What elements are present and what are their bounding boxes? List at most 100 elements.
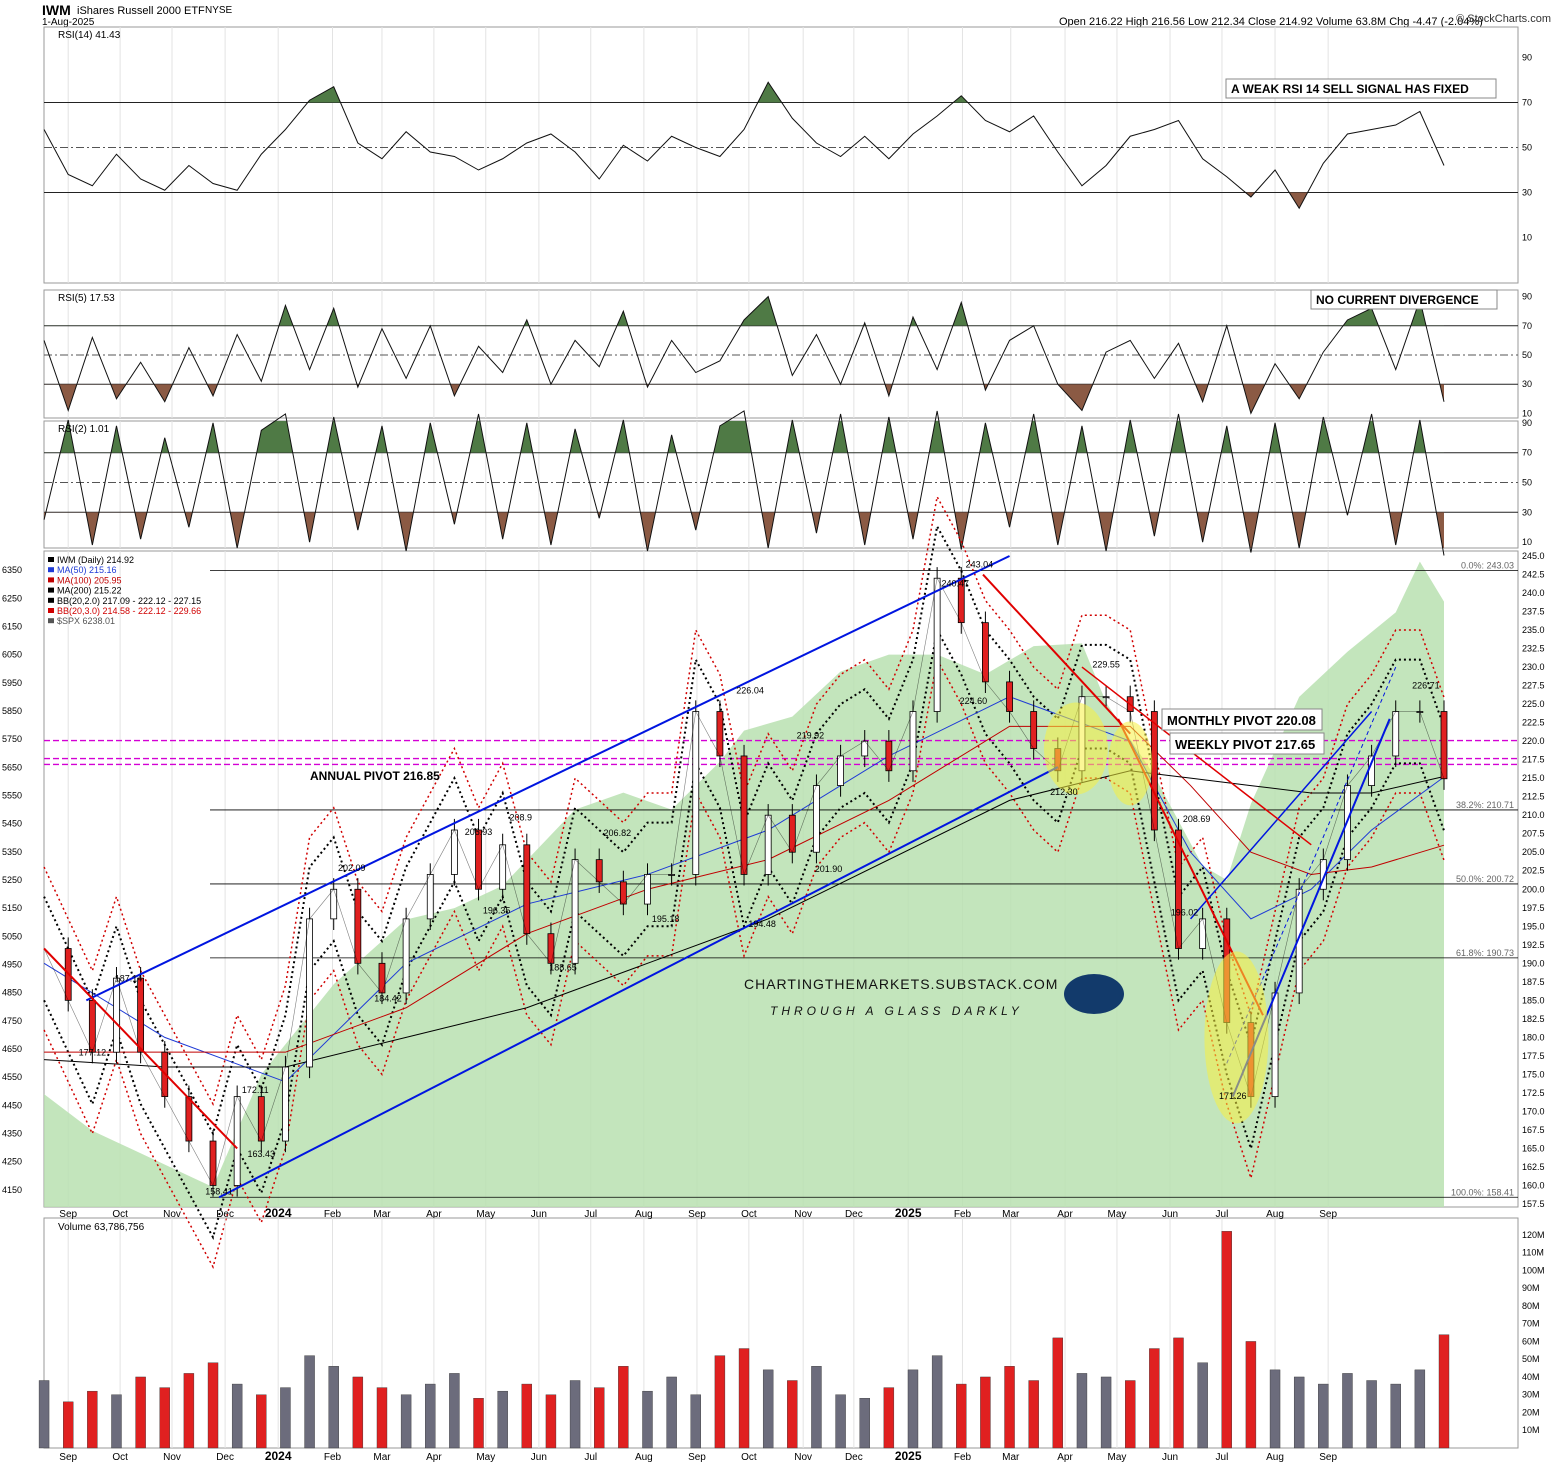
price-label: 243.04: [966, 560, 994, 570]
volume-bar: [1438, 1334, 1450, 1449]
rsi-axis-tick: 50: [1522, 350, 1532, 360]
weekly-pivot-label: WEEKLY PIVOT 217.65: [1175, 737, 1315, 752]
volume-bar: [1197, 1362, 1208, 1449]
highlight-ellipse: [1043, 702, 1108, 795]
legend-swatch: [48, 567, 54, 573]
x-axis-month-label: Apr: [426, 1209, 442, 1220]
spx-axis-tick: 6250: [2, 593, 22, 603]
trendline: [218, 766, 1059, 1199]
x-axis-month-label: Dec: [216, 1452, 234, 1463]
spx-axis-tick: 4750: [2, 1016, 22, 1026]
spx-axis-tick: 4150: [2, 1185, 22, 1195]
rsi-axis-tick: 30: [1522, 188, 1532, 198]
brand-credit: © StockCharts.com: [1456, 13, 1551, 25]
price-axis-tick: 240.0: [1522, 588, 1545, 598]
x-axis-month-label: 2024: [265, 1206, 292, 1220]
rsi-panel-label: RSI(5) 17.53: [58, 293, 115, 304]
rsi-axis-tick: 90: [1522, 418, 1532, 428]
legend-swatch: [48, 587, 54, 593]
price-axis-tick: 157.5: [1522, 1199, 1545, 1209]
ticker-symbol: IWM: [42, 2, 71, 18]
spx-axis-tick: 4350: [2, 1129, 22, 1139]
rsi-axis-tick: 90: [1522, 53, 1532, 63]
oversold-fill: [44, 512, 1444, 548]
rsi-axis-tick: 30: [1522, 507, 1532, 517]
price-label: 177.12: [79, 1048, 107, 1058]
fund-name: iShares Russell 2000 ETF: [77, 5, 205, 17]
x-axis-month-label: Aug: [1266, 1209, 1284, 1220]
panel-frame-vol: [43, 1217, 1519, 1449]
price-axis-tick: 197.5: [1522, 903, 1545, 913]
volume-bar: [183, 1373, 195, 1449]
legend-entry: MA(100) 205.95: [57, 575, 122, 585]
x-axis-month-label: Jun: [531, 1452, 547, 1463]
price-candle-body: [426, 874, 434, 920]
volume-bar: [714, 1355, 726, 1449]
price-candle-body: [1271, 992, 1279, 1098]
price-candle-body: [909, 711, 917, 772]
fib-level-label: 50.0%: 200.72: [1456, 874, 1514, 884]
price-candle-body: [1150, 711, 1158, 831]
legend-swatch: [48, 557, 54, 562]
volume-axis-tick: 110M: [1522, 1248, 1544, 1258]
volume-bar: [352, 1376, 364, 1449]
volume-bar: [1221, 1231, 1232, 1449]
price-axis-tick: 232.5: [1522, 644, 1545, 654]
price-candle-body: [354, 888, 362, 964]
watermark-site: CHARTINGTHEMARKETS.SUBSTACK.COM: [744, 976, 1058, 992]
rsi-axis-tick: 90: [1522, 292, 1532, 302]
x-axis-month-label: Mar: [373, 1452, 391, 1463]
spx-axis-tick: 5450: [2, 819, 22, 829]
x-axis-month-label: Feb: [954, 1209, 972, 1220]
x-axis-month-label: Mar: [1002, 1209, 1020, 1220]
price-axis-tick: 182.5: [1522, 1014, 1545, 1024]
legend-entry: MA(50) 215.16: [57, 565, 117, 575]
legend-entry: MA(200) 215.22: [57, 586, 122, 596]
volume-bar: [1004, 1366, 1015, 1449]
price-label: 194.48: [748, 919, 776, 929]
price-label: 212.30: [1050, 787, 1078, 797]
price-candle-body: [813, 785, 820, 853]
price-candle-body: [837, 755, 844, 786]
x-axis-month-label: Aug: [1266, 1452, 1284, 1463]
x-axis-month-label: Oct: [741, 1452, 757, 1463]
price-label: 202.09: [338, 863, 366, 873]
spx-axis-tick: 4950: [2, 960, 22, 970]
price-axis-tick: 225.0: [1522, 699, 1545, 709]
price-axis-tick: 192.5: [1522, 940, 1545, 950]
price-candle-body: [1030, 711, 1038, 749]
price-label: 158.41: [205, 1186, 233, 1196]
price-axis-tick: 205.0: [1522, 847, 1545, 857]
price-axis-tick: 207.5: [1522, 829, 1545, 839]
spx-axis-tick: 5550: [2, 790, 22, 800]
fib-level-label: 61.8%: 190.73: [1456, 948, 1514, 958]
spx-axis-tick: 4250: [2, 1157, 22, 1167]
overbought-fill: [44, 82, 1444, 103]
volume-bar: [907, 1369, 919, 1449]
price-candle-body: [88, 999, 96, 1053]
price-label: 184.42: [374, 994, 402, 1004]
spx-axis-tick: 5150: [2, 903, 22, 913]
x-axis-month-label: Jun: [1162, 1209, 1178, 1220]
rsi-line: [43, 295, 1445, 415]
price-candle-body: [1199, 918, 1207, 949]
volume-bar: [1366, 1380, 1377, 1449]
highlight-ellipse: [1204, 951, 1269, 1124]
volume-bar: [594, 1387, 605, 1449]
x-axis-month-label: May: [1107, 1209, 1126, 1220]
volume-bar: [521, 1383, 533, 1449]
rsi-line: [43, 410, 1445, 556]
price-line: [43, 577, 1445, 1187]
price-axis-tick: 212.5: [1522, 792, 1545, 802]
price-label: 208.69: [1183, 814, 1211, 824]
rsi-panel-label: RSI(2) 1.01: [58, 424, 110, 435]
price-candle-body: [113, 977, 120, 1053]
volume-bar: [159, 1387, 170, 1449]
oversold-fill: [44, 384, 1444, 414]
exchange: NYSE: [205, 5, 233, 16]
price-axis-tick: 220.0: [1522, 736, 1545, 746]
legend-entry: IWM (Daily) 214.92: [57, 555, 134, 565]
price-candle-body: [523, 844, 531, 935]
volume-bar: [762, 1369, 774, 1449]
volume-bar: [207, 1362, 219, 1449]
